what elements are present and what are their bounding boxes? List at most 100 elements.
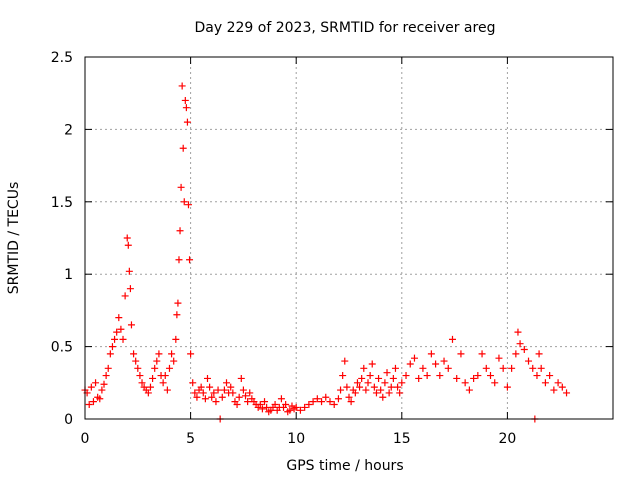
data-point: [163, 386, 171, 394]
data-point: [125, 267, 133, 275]
data-point: [106, 350, 114, 358]
data-point: [186, 256, 194, 264]
data-point: [170, 357, 178, 365]
data-point: [499, 364, 507, 372]
data-point: [282, 401, 290, 409]
data-point: [301, 403, 309, 411]
data-point: [326, 398, 334, 406]
x-tick-label: 5: [186, 431, 195, 447]
data-point: [305, 401, 313, 409]
data-point: [372, 389, 380, 397]
data-point: [92, 379, 100, 387]
data-point: [189, 379, 197, 387]
data-point: [161, 372, 169, 380]
data-point: [123, 234, 131, 242]
x-tick-label: 20: [498, 431, 516, 447]
data-point: [537, 364, 545, 372]
data-point: [100, 380, 108, 388]
data-point: [470, 374, 478, 382]
grid: [85, 57, 613, 419]
data-point: [381, 379, 389, 387]
data-point: [535, 350, 543, 358]
data-point: [239, 386, 247, 394]
data-point: [182, 104, 190, 112]
data-point: [134, 364, 142, 372]
data-point: [529, 364, 537, 372]
data-point: [347, 398, 355, 406]
data-point: [117, 325, 125, 333]
data-point: [487, 372, 495, 380]
y-tick-label: 2: [64, 122, 73, 138]
data-point: [203, 374, 211, 382]
data-point: [181, 96, 189, 104]
data-point: [179, 144, 187, 152]
data-point: [448, 335, 456, 343]
data-point: [383, 369, 391, 377]
data-point: [453, 374, 461, 382]
data-point: [146, 383, 154, 391]
data-point: [132, 357, 140, 365]
data-point: [337, 386, 345, 394]
data-point: [184, 201, 192, 209]
data-point: [358, 374, 366, 382]
data-point: [343, 383, 351, 391]
data-point: [197, 383, 205, 391]
data-point: [229, 389, 237, 397]
data-point: [104, 364, 112, 372]
data-point: [546, 372, 554, 380]
data-point: [375, 374, 383, 382]
data-point: [440, 357, 448, 365]
data-point: [258, 405, 266, 413]
data-point: [461, 379, 469, 387]
data-point: [398, 379, 406, 387]
data-point: [208, 393, 216, 401]
data-point: [237, 374, 245, 382]
data-point: [550, 386, 558, 394]
data-point: [415, 374, 423, 382]
data-point: [210, 389, 218, 397]
data-point: [533, 372, 541, 380]
data-point: [322, 393, 330, 401]
y-tick-label: 1.5: [51, 195, 73, 211]
data-point: [124, 241, 132, 249]
data-point: [406, 360, 414, 368]
data-point: [127, 321, 135, 329]
data-point: [427, 350, 435, 358]
data-point: [345, 393, 353, 401]
data-point: [341, 357, 349, 365]
data-point: [465, 386, 473, 394]
data-point: [436, 372, 444, 380]
data-point: [277, 395, 285, 403]
data-point: [177, 183, 185, 191]
data-point: [218, 393, 226, 401]
data-point: [115, 314, 123, 322]
data-point: [165, 364, 173, 372]
data-point: [206, 383, 214, 391]
data-point: [178, 82, 186, 90]
data-point: [153, 357, 161, 365]
data-point: [377, 386, 385, 394]
plot-frame: [84, 56, 614, 420]
data-point: [199, 389, 207, 397]
data-point: [508, 364, 516, 372]
y-tick-label: 0.5: [51, 340, 73, 356]
data-point: [410, 354, 418, 362]
data-point: [356, 383, 364, 391]
data-point: [364, 379, 372, 387]
data-point: [180, 198, 188, 206]
data-point: [220, 386, 228, 394]
data-point: [174, 299, 182, 307]
data-point: [339, 372, 347, 380]
axis-ticks: [84, 56, 613, 420]
data-point: [366, 372, 374, 380]
data-point: [98, 386, 106, 394]
data-point: [227, 383, 235, 391]
data-point: [444, 364, 452, 372]
data-point: [318, 398, 326, 406]
data-point: [478, 350, 486, 358]
chart-title: Day 229 of 2023, SRMTID for receiver are…: [195, 20, 496, 36]
data-point: [563, 389, 571, 397]
data-point: [176, 227, 184, 235]
data-point: [389, 374, 397, 382]
data-point: [193, 393, 201, 401]
